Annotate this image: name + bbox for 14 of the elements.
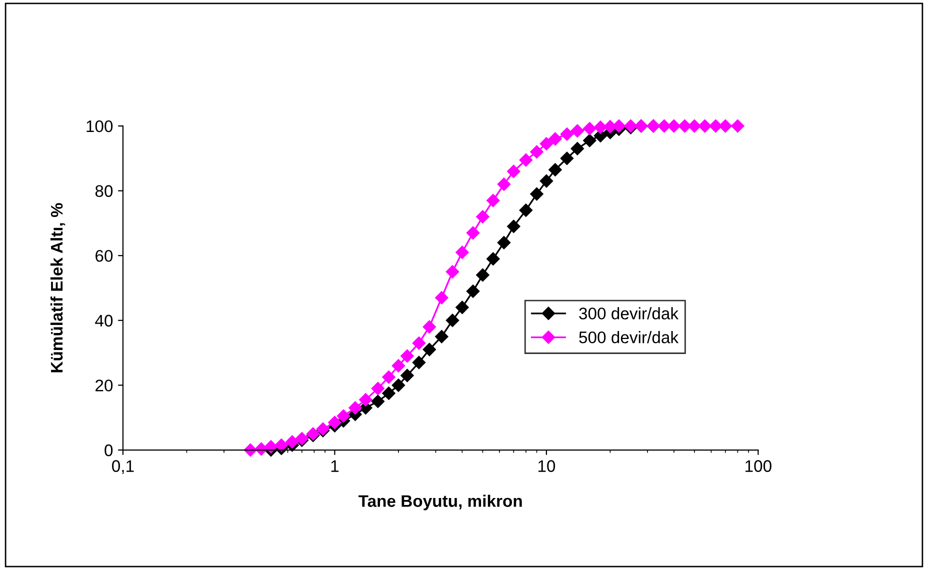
y-tick-label: 60 [96,250,113,262]
legend-label: 500 devir/dak [579,331,679,344]
y-tick-label: 80 [95,185,113,197]
x-tick-label: 0,1 [112,460,134,474]
y-tick-label: 100 [86,120,113,132]
x-tick-label: 100 [746,460,772,472]
legend-label: 300 devir/dak [579,307,679,320]
y-axis-title: Kümülatif Elek Altı, % [50,203,66,372]
y-tick-label: 40 [95,314,113,327]
y-tick-label: 20 [96,380,113,392]
x-tick-label: 10 [538,460,556,472]
x-axis-title: Tane Boyutu, mikron [358,494,522,510]
x-tick-label: 1 [331,460,339,472]
y-tick-label: 0 [104,444,113,456]
